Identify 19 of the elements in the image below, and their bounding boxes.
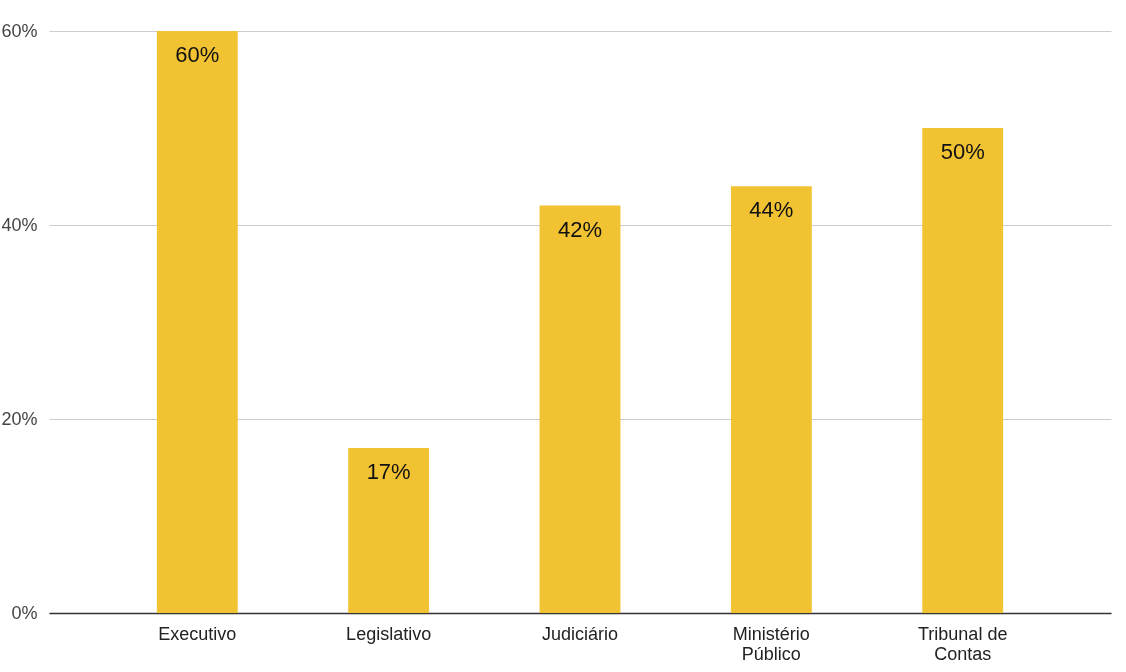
data-label: 44% <box>749 197 794 223</box>
bar <box>156 31 238 613</box>
y-tick-label: 40% <box>1 214 38 235</box>
x-tick-label: Legislativo <box>346 623 432 644</box>
y-tick-label: 0% <box>11 602 38 623</box>
x-tick-label: Judiciário <box>541 623 619 644</box>
data-label: 60% <box>175 42 220 67</box>
bar <box>539 205 621 613</box>
y-tick-label: 60% <box>1 20 38 41</box>
data-label: 17% <box>366 459 411 485</box>
y-tick-label: 20% <box>1 408 38 429</box>
data-label: 42% <box>557 216 603 242</box>
bar <box>922 128 1004 613</box>
data-label: 50% <box>940 139 985 164</box>
x-tick-label: Tribunal de Contas <box>918 623 1008 664</box>
x-tick-label: Executivo <box>158 623 237 644</box>
bar <box>730 186 812 613</box>
bar <box>348 448 430 613</box>
x-tick-label: Ministério Público <box>732 623 810 664</box>
